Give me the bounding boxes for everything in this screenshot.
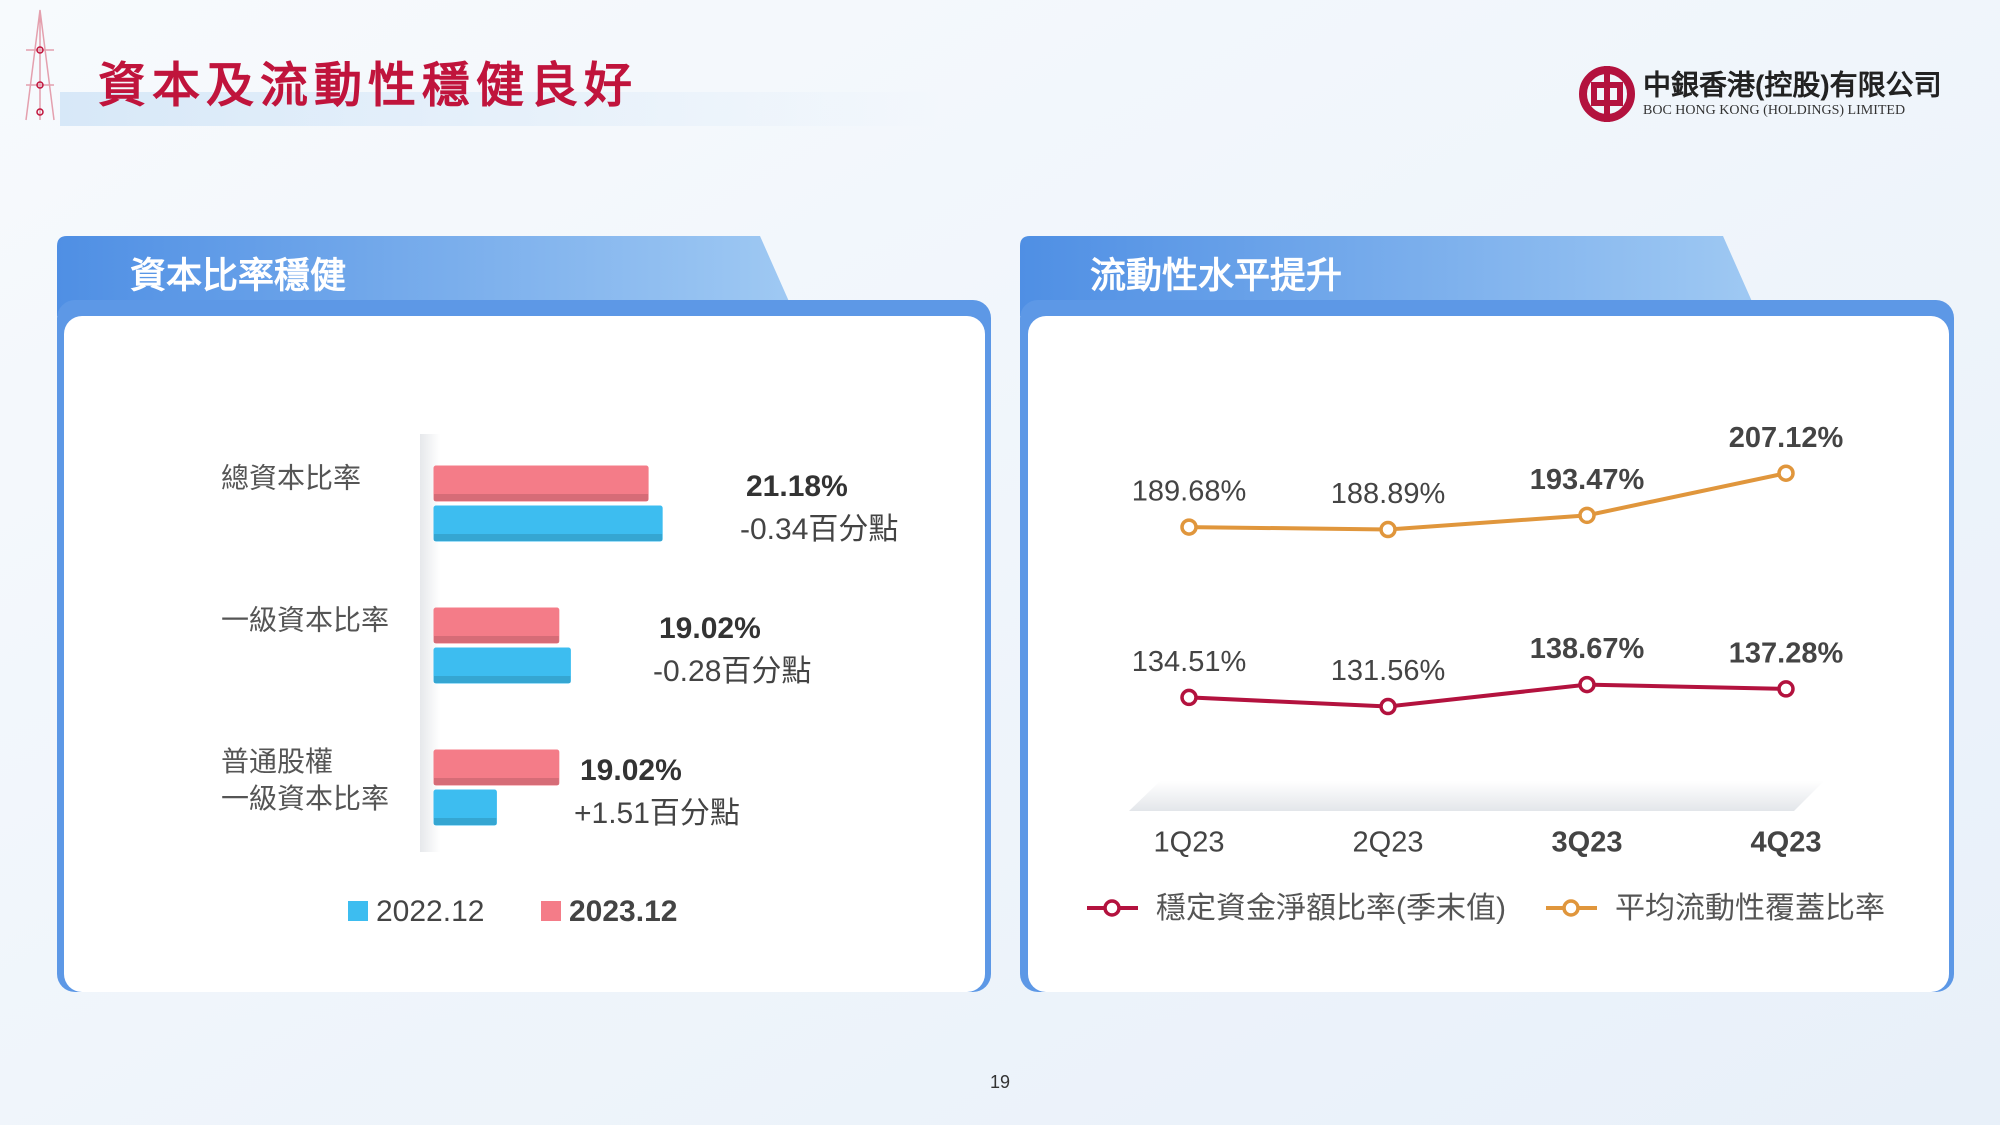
value-label: 21.18% [746, 470, 848, 503]
x-tick-label: 4Q23 [1751, 827, 1822, 859]
bar-shade [434, 636, 559, 643]
legend-swatch [348, 901, 368, 921]
tower-icon [25, 9, 55, 121]
value-label: 138.67% [1530, 633, 1645, 665]
bar-shade [434, 818, 497, 825]
bar-shade [434, 534, 663, 541]
x-tick-label: 3Q23 [1552, 827, 1623, 859]
value-label: 19.02% [580, 754, 682, 787]
bar [433, 749, 560, 786]
bar [433, 647, 571, 684]
panel-tab [1020, 236, 1949, 316]
annotation: +1.51百分點 [574, 797, 740, 830]
bar [433, 607, 560, 644]
bar-shade [434, 494, 649, 501]
legend-label: 平均流動性覆蓋比率 [1615, 892, 1885, 925]
logo-icon [1579, 66, 1635, 122]
legend-swatch [541, 901, 561, 921]
series-line [1188, 471, 1787, 532]
value-label: 193.47% [1530, 464, 1645, 496]
bar-shade [434, 676, 571, 683]
logo-name-en: BOC HONG KONG (HOLDINGS) LIMITED [1643, 103, 1905, 118]
series-line [1188, 682, 1787, 709]
point [1180, 688, 1198, 707]
line-floor [1129, 781, 1824, 811]
value-label: 134.51% [1132, 646, 1247, 678]
point [1180, 518, 1198, 536]
point [1578, 506, 1596, 525]
value-label: 137.28% [1729, 638, 1844, 670]
annotation: -0.34百分點 [740, 513, 898, 546]
point [1379, 697, 1397, 716]
value-label: 189.68% [1132, 476, 1247, 508]
value-label: 188.89% [1331, 478, 1446, 510]
legend-label: 2022.12 [376, 895, 484, 928]
panel-title: 資本比率穩健 [130, 255, 346, 296]
value-label: 131.56% [1331, 655, 1446, 687]
page-title: 資本及流動性穩健良好 [98, 60, 638, 113]
point [1379, 520, 1397, 539]
point [1777, 680, 1795, 698]
legend-marker [1103, 899, 1121, 917]
page-number: 19 [990, 1072, 1010, 1092]
legend-label: 穩定資金淨額比率(季末值) [1156, 892, 1506, 925]
value-label: 19.02% [659, 612, 761, 645]
annotation: -0.28百分點 [653, 655, 811, 688]
category-label: 總資本比率 [221, 462, 361, 493]
bar [433, 789, 497, 826]
category-label: 一級資本比率 [221, 604, 389, 635]
point [1578, 675, 1596, 694]
panel-tab [57, 236, 985, 316]
panel-title: 流動性水平提升 [1090, 255, 1342, 296]
title-band [60, 92, 940, 126]
bar-shade [434, 778, 559, 785]
logo-name: 中銀香港(控股)有限公司 [1643, 69, 1942, 100]
legend-label: 2023.12 [569, 895, 677, 928]
value-label: 207.12% [1729, 422, 1844, 454]
panel [1028, 316, 1949, 992]
point [1777, 464, 1795, 482]
bar [433, 465, 649, 502]
bar [433, 505, 663, 542]
x-tick-label: 1Q23 [1154, 827, 1225, 859]
category-label: 普通股權一級資本比率 [221, 746, 389, 814]
legend-marker [1562, 899, 1580, 917]
x-tick-label: 2Q23 [1353, 827, 1424, 859]
